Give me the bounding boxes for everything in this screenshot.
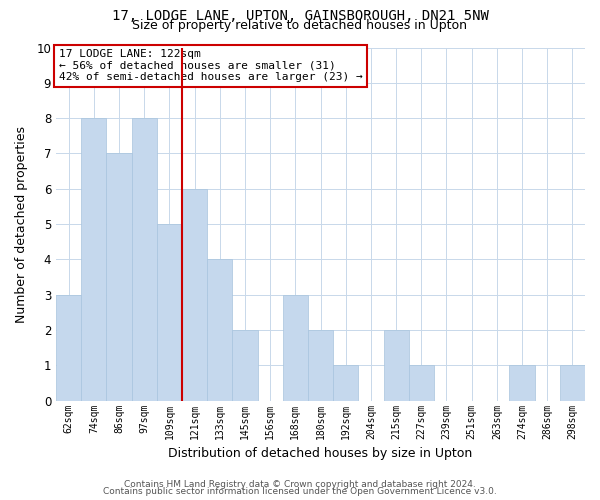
Bar bbox=[56, 294, 81, 401]
Bar bbox=[560, 366, 585, 400]
Text: Size of property relative to detached houses in Upton: Size of property relative to detached ho… bbox=[133, 19, 467, 32]
Bar bbox=[106, 154, 131, 400]
Text: 17 LODGE LANE: 122sqm
← 56% of detached houses are smaller (31)
42% of semi-deta: 17 LODGE LANE: 122sqm ← 56% of detached … bbox=[59, 50, 362, 82]
Bar bbox=[308, 330, 333, 400]
Bar bbox=[157, 224, 182, 400]
Text: 17, LODGE LANE, UPTON, GAINSBOROUGH, DN21 5NW: 17, LODGE LANE, UPTON, GAINSBOROUGH, DN2… bbox=[112, 9, 488, 23]
Bar bbox=[131, 118, 157, 401]
Bar bbox=[81, 118, 106, 401]
Text: Contains HM Land Registry data © Crown copyright and database right 2024.: Contains HM Land Registry data © Crown c… bbox=[124, 480, 476, 489]
Bar bbox=[333, 366, 358, 400]
Text: Contains public sector information licensed under the Open Government Licence v3: Contains public sector information licen… bbox=[103, 487, 497, 496]
Bar bbox=[232, 330, 257, 400]
Bar bbox=[182, 189, 207, 400]
Y-axis label: Number of detached properties: Number of detached properties bbox=[15, 126, 28, 322]
Bar bbox=[207, 260, 232, 400]
X-axis label: Distribution of detached houses by size in Upton: Distribution of detached houses by size … bbox=[169, 447, 473, 460]
Bar bbox=[509, 366, 535, 400]
Bar bbox=[409, 366, 434, 400]
Bar bbox=[283, 294, 308, 401]
Bar bbox=[383, 330, 409, 400]
